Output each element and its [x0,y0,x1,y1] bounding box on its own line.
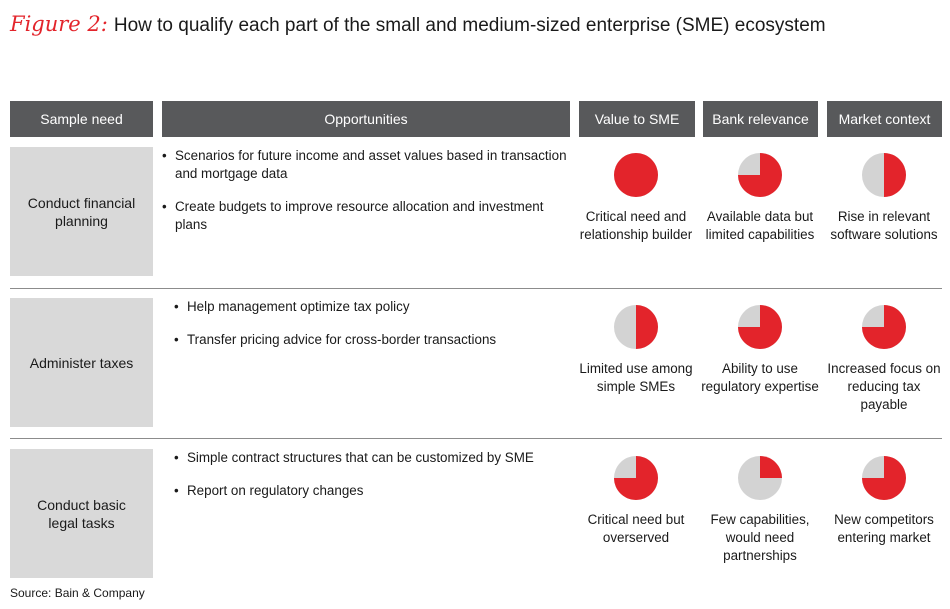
market-cell: Rise in relevant software solutions [824,152,944,244]
harvey-ball-fill [884,153,906,197]
harvey-ball [862,153,906,197]
opportunity-item: Scenarios for future income and asset va… [162,147,572,183]
harvey-ball-fill [862,456,906,500]
header-value-to-sme: Value to SME [579,101,695,137]
harvey-ball-fill [738,153,782,197]
value-cell: Critical need and relationship builder [576,152,696,244]
value-caption: Critical need and relationship builder [579,209,693,242]
harvey-ball [862,456,906,500]
harvey-ball [614,153,658,197]
opportunity-item: Transfer pricing advice for cross-border… [174,331,584,349]
row-label-text: Conduct basic legal tasks [37,496,126,531]
row-label: Administer taxes [10,298,153,427]
harvey-ball-fill [636,305,658,349]
market-caption: Rise in relevant software solutions [830,209,938,242]
header-bank-relevance: Bank relevance [703,101,818,137]
row-divider [10,288,942,289]
bank-caption: Ability to use regulatory expertise [701,361,819,394]
market-caption: New competitors entering market [834,512,934,545]
harvey-ball [738,305,782,349]
harvey-ball-fill [614,153,658,197]
bank-cell: Ability to use regulatory expertise [700,304,820,396]
value-cell: Critical need but overserved [576,455,696,547]
opportunity-item: Simple contract structures that can be c… [174,449,584,467]
market-cell: Increased focus on reducing tax payable [824,304,944,414]
harvey-ball-fill [760,456,782,478]
bank-caption: Few capabilities, would need partnership… [710,512,810,563]
opportunity-list: Scenarios for future income and asset va… [162,147,572,249]
value-caption: Limited use among simple SMEs [579,361,693,394]
value-caption: Critical need but overserved [587,512,685,545]
harvey-ball [738,153,782,197]
opportunity-item: Report on regulatory changes [174,482,584,500]
opportunity-list: Simple contract structures that can be c… [174,449,584,515]
bank-cell: Few capabilities, would need partnership… [700,455,820,565]
row-divider [10,438,942,439]
harvey-ball [614,305,658,349]
figure-label: Figure 2: [10,12,108,36]
row-label-text: Administer taxes [29,354,134,371]
market-caption: Increased focus on reducing tax payable [827,361,941,412]
row-label-text: Conduct financial planning [27,194,136,229]
source-note: Source: Bain & Company [10,586,145,600]
bank-caption: Available data but limited capabilities [705,209,815,242]
harvey-ball-fill [614,456,658,500]
bank-cell: Available data but limited capabilities [700,152,820,244]
header-sample-need: Sample need [10,101,153,137]
opportunity-item: Create budgets to improve resource alloc… [162,198,572,234]
header-market-context: Market context [827,101,942,137]
figure-title: Figure 2: How to qualify each part of the… [10,12,826,37]
harvey-ball [862,305,906,349]
figure-title-text: How to qualify each part of the small an… [113,15,826,36]
harvey-ball [738,456,782,500]
row-label: Conduct financial planning [10,147,153,276]
harvey-ball-fill [738,305,782,349]
row-label: Conduct basic legal tasks [10,449,153,578]
value-cell: Limited use among simple SMEs [576,304,696,396]
harvey-ball [614,456,658,500]
header-opportunities: Opportunities [162,101,570,137]
opportunity-list: Help management optimize tax policy Tran… [174,298,584,364]
opportunity-item: Help management optimize tax policy [174,298,584,316]
market-cell: New competitors entering market [824,455,944,547]
harvey-ball-fill [862,305,906,349]
